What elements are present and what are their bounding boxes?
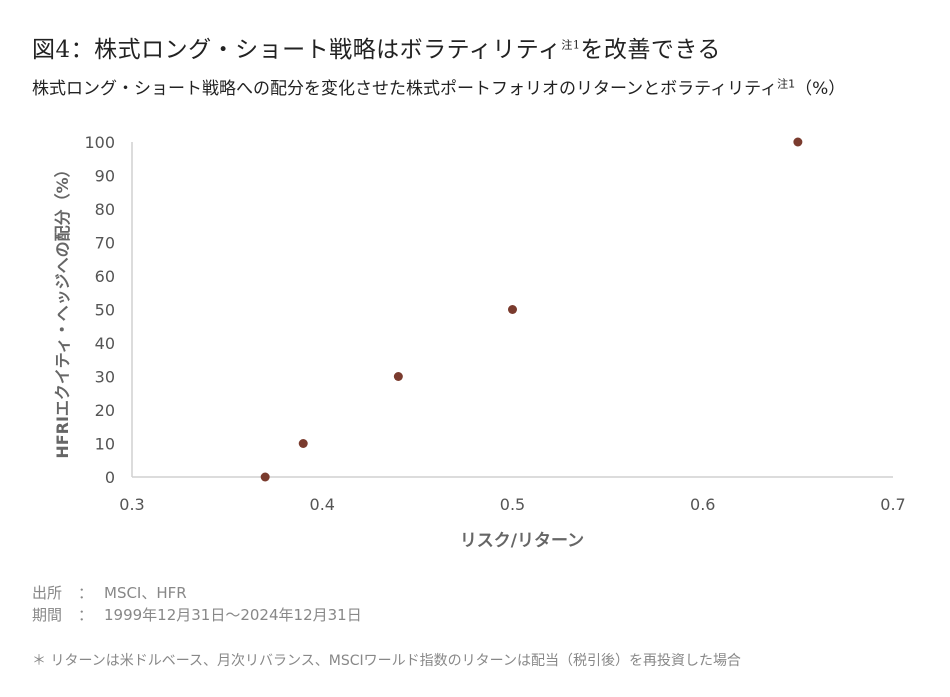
source-separator: ： xyxy=(78,584,94,602)
period-separator: ： xyxy=(78,606,94,624)
y-tick-label: 60 xyxy=(95,267,115,286)
y-axis-label: HFRIエクイティ・ヘッジへの配分（%） xyxy=(53,161,72,458)
x-tick-label: 0.7 xyxy=(880,495,905,514)
chart-subtitle: 株式ロング・ショート戦略への配分を変化させた株式ポートフォリオのリターンとボラテ… xyxy=(32,74,845,99)
y-tick-label: 0 xyxy=(105,468,115,487)
source-line: 出所 ： MSCI、HFR xyxy=(32,582,187,603)
data-point xyxy=(393,372,403,381)
data-point xyxy=(260,472,270,482)
period-line: 期間 ： 1999年12月31日～2024年12月31日 xyxy=(32,604,362,625)
y-tick-label: 40 xyxy=(95,334,115,353)
x-tick-label: 0.5 xyxy=(500,495,525,514)
y-tick-label: 70 xyxy=(95,234,115,253)
data-point xyxy=(298,439,308,448)
source-label: 出所 xyxy=(32,584,63,602)
chart-axes xyxy=(131,142,893,478)
x-tick-label: 0.3 xyxy=(119,495,144,514)
data-point xyxy=(793,137,803,147)
x-tick-label: 0.6 xyxy=(690,495,715,514)
y-tick-label: 90 xyxy=(95,167,115,186)
chart-subtitle-tail: （%） xyxy=(795,79,846,99)
x-tick-labels: 0.3 0.4 0.5 0.6 0.7 xyxy=(119,495,905,514)
chart-title: 図4：株式ロング・ショート戦略はボラティリティ注1を改善できる xyxy=(32,30,721,64)
y-tick-label: 20 xyxy=(95,401,115,420)
y-tick-label: 30 xyxy=(95,368,115,387)
chart-subtitle-main: 株式ロング・ショート戦略への配分を変化させた株式ポートフォリオのリターンとボラテ… xyxy=(32,79,778,99)
chart-subtitle-note-ref: 注1 xyxy=(777,77,796,91)
source-value: MSCI、HFR xyxy=(104,584,187,602)
y-tick-label: 100 xyxy=(84,133,115,152)
data-point xyxy=(508,305,517,314)
chart-title-tail: を改善できる xyxy=(580,37,721,63)
y-tick-label: 10 xyxy=(95,435,115,454)
y-tick-label: 80 xyxy=(95,200,115,219)
y-tick-labels: 0 10 20 30 40 50 60 70 80 90 100 xyxy=(84,133,115,487)
x-tick-label: 0.4 xyxy=(310,495,335,514)
period-value: 1999年12月31日～2024年12月31日 xyxy=(104,606,362,624)
x-axis-label: リスク/リターン xyxy=(460,531,584,551)
y-tick-label: 50 xyxy=(95,301,115,320)
chart-title-main: 図4：株式ロング・ショート戦略はボラティリティ xyxy=(32,37,562,63)
footnote: ＊ リターンは米ドルベース、月次リバランス、MSCIワールド指数のリターンは配当… xyxy=(32,653,741,669)
data-points xyxy=(260,137,803,482)
period-label: 期間 xyxy=(32,606,63,624)
chart-title-note-ref: 注1 xyxy=(561,38,581,52)
